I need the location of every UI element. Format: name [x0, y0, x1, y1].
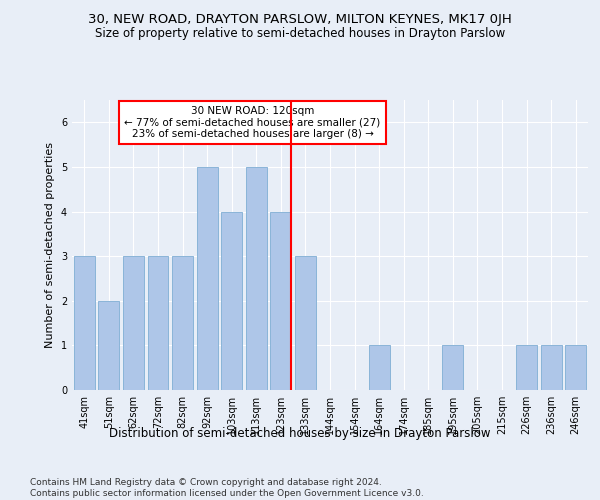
- Y-axis label: Number of semi-detached properties: Number of semi-detached properties: [46, 142, 55, 348]
- Bar: [271, 212, 292, 390]
- Bar: [295, 256, 316, 390]
- Bar: [148, 256, 169, 390]
- Bar: [172, 256, 193, 390]
- Bar: [442, 346, 463, 390]
- Bar: [197, 167, 218, 390]
- Bar: [246, 167, 267, 390]
- Bar: [541, 346, 562, 390]
- Bar: [98, 301, 119, 390]
- Bar: [565, 346, 586, 390]
- Text: Contains HM Land Registry data © Crown copyright and database right 2024.
Contai: Contains HM Land Registry data © Crown c…: [30, 478, 424, 498]
- Bar: [221, 212, 242, 390]
- Bar: [74, 256, 95, 390]
- Text: Distribution of semi-detached houses by size in Drayton Parslow: Distribution of semi-detached houses by …: [109, 428, 491, 440]
- Text: 30, NEW ROAD, DRAYTON PARSLOW, MILTON KEYNES, MK17 0JH: 30, NEW ROAD, DRAYTON PARSLOW, MILTON KE…: [88, 12, 512, 26]
- Text: Size of property relative to semi-detached houses in Drayton Parslow: Size of property relative to semi-detach…: [95, 28, 505, 40]
- Bar: [368, 346, 389, 390]
- Bar: [123, 256, 144, 390]
- Bar: [516, 346, 537, 390]
- Text: 30 NEW ROAD: 120sqm
← 77% of semi-detached houses are smaller (27)
23% of semi-d: 30 NEW ROAD: 120sqm ← 77% of semi-detach…: [124, 106, 381, 139]
